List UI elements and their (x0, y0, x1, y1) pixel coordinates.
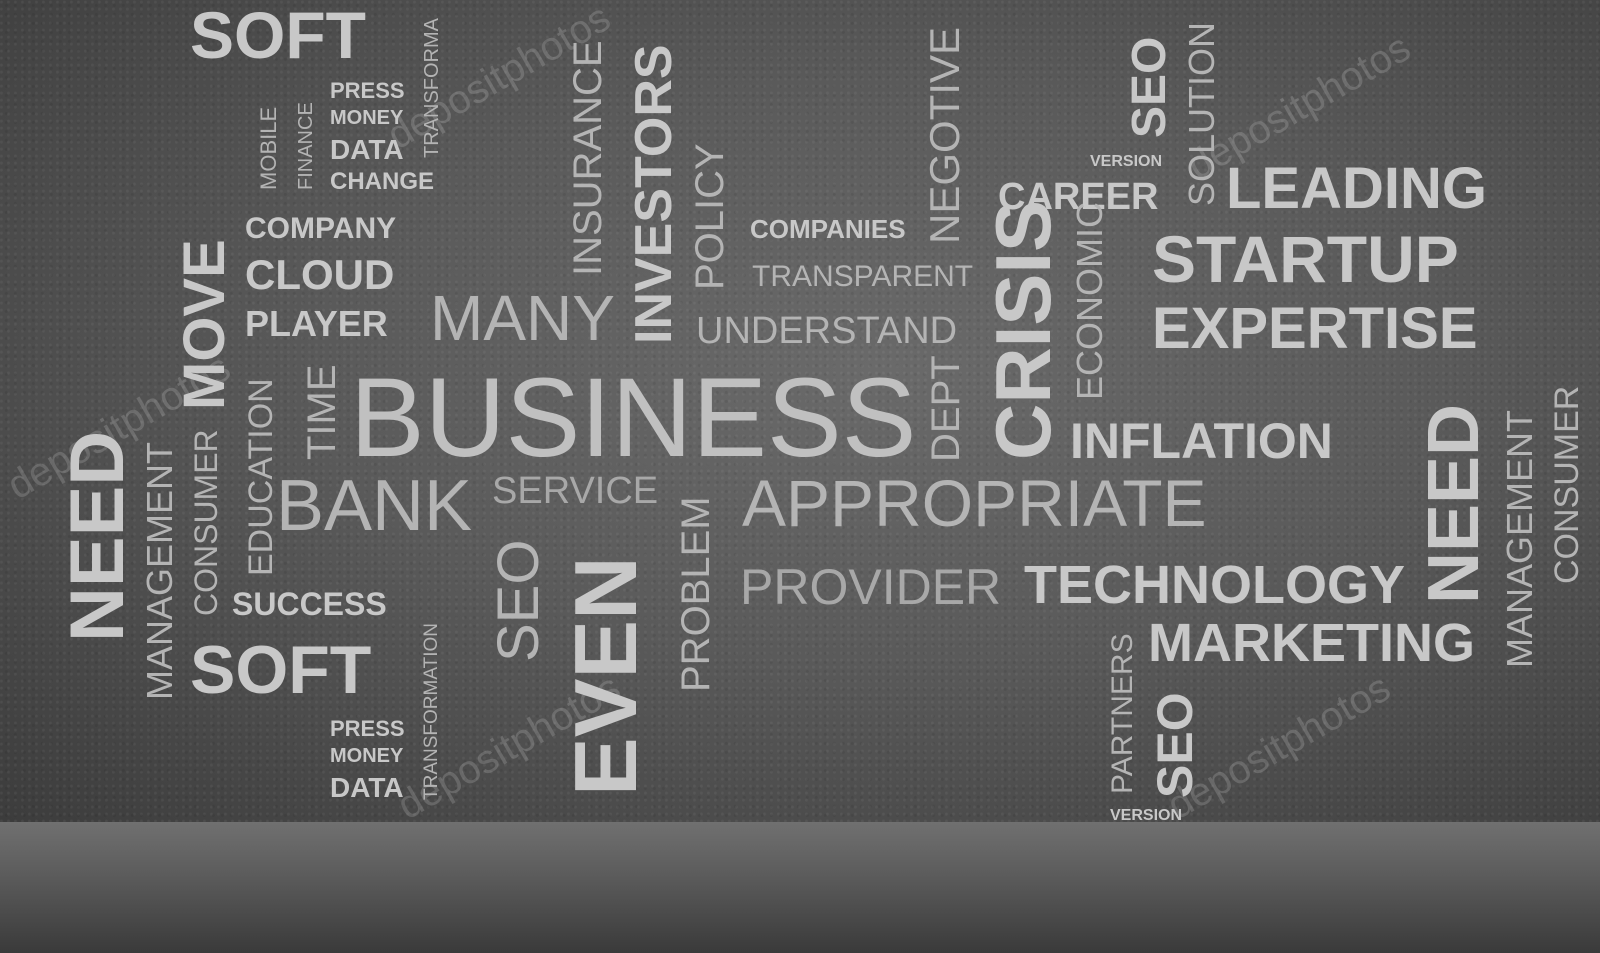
word-company: COMPANY (245, 212, 397, 245)
word-consumer-left: CONSUMER (188, 429, 224, 616)
word-partners: PARTNERS (1106, 633, 1139, 794)
word-technology: TECHNOLOGY (1024, 555, 1406, 615)
word-transformation: TRANSFORMATION (421, 623, 442, 800)
word-appropriate: APPROPRIATE (742, 466, 1207, 540)
word-data-top: DATA (330, 134, 404, 165)
word-dept: DEPT (924, 355, 968, 462)
word-economic: ECONOMIC (1069, 202, 1110, 400)
word-player: PLAYER (245, 303, 388, 344)
word-change: CHANGE (330, 168, 435, 195)
word-seo-top: SEO (1123, 36, 1176, 138)
word-many: MANY (430, 282, 615, 354)
word-even: EVEN (556, 556, 655, 796)
word-finance: FINANCE (295, 102, 317, 190)
word-time: TIME (300, 364, 344, 460)
word-money-bottom: MONEY (330, 745, 404, 767)
word-soft-top: SOFT (190, 0, 366, 72)
word-need-left: NEED (55, 430, 140, 642)
word-education: EDUCATION (242, 378, 280, 576)
word-need-right: NEED (1414, 403, 1494, 604)
word-business: BUSINESS (350, 355, 917, 480)
word-understand: UNDERSTAND (696, 310, 958, 352)
word-crisis: CRISIS (979, 199, 1067, 460)
word-management-left: MANAGEMENT (139, 441, 180, 700)
word-mobile: MOBILE (256, 106, 281, 190)
word-career: CAREER (998, 176, 1159, 218)
word-problem: PROBLEM (674, 496, 718, 692)
word-startup: STARTUP (1152, 222, 1459, 296)
word-transparent: TRANSPARENT (752, 260, 974, 293)
word-version-bottom: VERSION (1110, 807, 1183, 824)
word-negotive: NEGOTIVE (921, 26, 968, 244)
word-cloud: CLOUD (245, 251, 395, 298)
word-solution: SOLUTION (1181, 21, 1222, 206)
word-success: SUCCESS (232, 586, 387, 622)
word-marketing: MARKETING (1148, 613, 1475, 673)
word-data-bottom: DATA (330, 772, 404, 803)
word-press-top: PRESS (330, 78, 405, 103)
word-move: MOVE (172, 239, 237, 410)
concrete-floor (0, 822, 1600, 953)
word-seo-bottom: SEO (1147, 692, 1203, 798)
word-bank: BANK (276, 466, 473, 546)
word-inflation: INFLATION (1070, 413, 1333, 469)
concrete-wall (0, 0, 1600, 822)
word-transforma: TRANSFORMA (421, 18, 443, 158)
word-management-right: MANAGEMENT (1499, 409, 1540, 668)
word-leading: LEADING (1226, 156, 1487, 221)
word-money-top: MONEY (330, 107, 404, 129)
word-investors: INVESTORS (625, 44, 683, 344)
word-provider: PROVIDER (740, 559, 1002, 615)
word-seo-mid: SEO (486, 539, 551, 663)
word-insurance: INSURANCE (566, 40, 610, 276)
word-soft-bottom: SOFT (190, 632, 372, 708)
word-expertise: EXPERTISE (1152, 296, 1478, 361)
word-policy: POLICY (688, 143, 732, 290)
word-consumer-right: CONSUMER (1548, 385, 1586, 584)
word-version-top: VERSION (1090, 153, 1163, 170)
word-service: SERVICE (492, 470, 659, 512)
word-press-bottom: PRESS (330, 716, 405, 741)
word-companies: COMPANIES (750, 214, 906, 244)
